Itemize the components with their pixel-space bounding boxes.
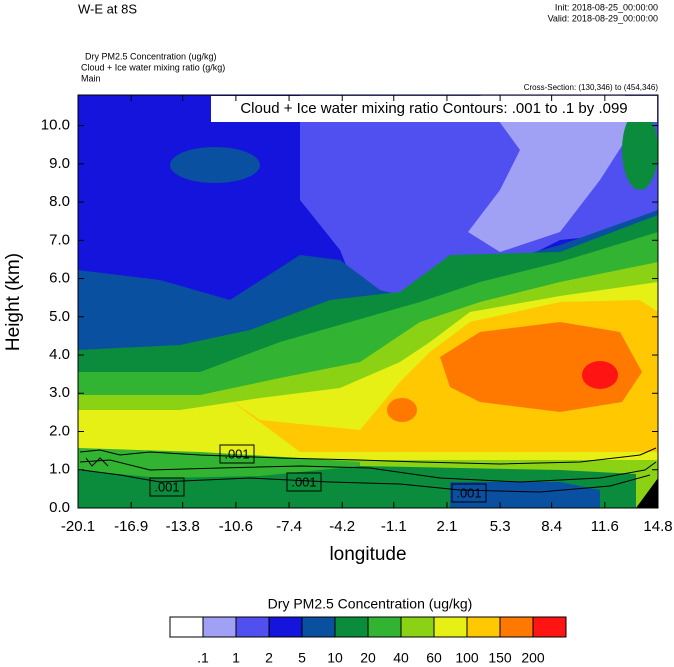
x-axis-label: longitude (329, 544, 406, 565)
init-time: Init: 2018-08-25_00:00:00 (555, 2, 658, 12)
x-tick-label: -10.6 (219, 518, 253, 535)
terrain (636, 478, 658, 508)
colorbar-box (169, 616, 204, 638)
plot-frame (77, 94, 659, 509)
contour-fill (387, 398, 417, 422)
field-label: Dry PM2.5 Concentration (ug/kg) (85, 51, 217, 61)
contour-fill (582, 361, 618, 389)
y-tick-label: 5.0 (49, 308, 70, 325)
contour-fill (450, 482, 600, 508)
colorbar-box (499, 616, 534, 638)
x-tick-label: 11.6 (591, 518, 619, 535)
colorbar-box (400, 616, 435, 638)
colorbar-label: 20 (360, 650, 376, 666)
colorbar-box (334, 616, 369, 638)
field-label: Cloud + Ice water mixing ratio (g/kg) (81, 62, 225, 72)
x-tick-label: 2.1 (437, 518, 458, 535)
colorbar-box (268, 616, 303, 638)
y-tick-label: 9.0 (49, 155, 70, 172)
x-tick-label: -1.1 (381, 518, 407, 535)
x-tick-label: -16.9 (114, 518, 148, 535)
y-axis-label: Height (km) (3, 253, 24, 351)
contour-label: .001 (154, 479, 179, 494)
colorbar-label: 5 (298, 650, 306, 666)
y-tick-label: 2.0 (49, 422, 70, 439)
contour-note-box (211, 96, 657, 122)
colorbar-title: Dry PM2.5 Concentration (ug/kg) (268, 596, 473, 612)
y-tick-label: 8.0 (49, 193, 70, 210)
colorbar-label: 10 (327, 650, 343, 666)
y-tick-label: 10.0 (41, 117, 70, 134)
colorbar-box (235, 616, 270, 638)
contour-label-box (286, 472, 322, 492)
contour-label-box (149, 477, 185, 497)
x-tick-label: -4.2 (329, 518, 355, 535)
contour-fill (170, 147, 260, 183)
contour-label-box (219, 444, 255, 464)
contour-line (79, 459, 657, 483)
colorbar-box (202, 616, 237, 638)
colorbar-label: 40 (393, 650, 409, 666)
x-tick-label: -20.1 (61, 518, 95, 535)
y-tick-label: 3.0 (49, 384, 70, 401)
colorbar-box (367, 616, 402, 638)
y-tick-label: 6.0 (49, 270, 70, 287)
y-tick-label: 4.0 (49, 346, 70, 363)
x-tick-label: 5.3 (490, 518, 511, 535)
x-tick-label: -7.4 (276, 518, 302, 535)
y-tick-label: 1.0 (49, 461, 70, 478)
contour-label: .001 (456, 485, 481, 500)
contour-lines (79, 447, 657, 493)
contour-label: .001 (291, 474, 316, 489)
colorbar-box (433, 616, 468, 638)
colorbar-box (532, 616, 567, 638)
colorbar-label: 150 (488, 650, 512, 666)
x-tick-label: 14.8 (643, 518, 672, 535)
colorbar-label: .1 (197, 650, 209, 666)
x-tick-label: 8.4 (541, 518, 562, 535)
contour-label-box (451, 483, 487, 503)
contour-fill (468, 95, 632, 252)
contour-note: Cloud + Ice water mixing ratio Contours:… (240, 100, 627, 117)
y-tick-label: 7.0 (49, 231, 70, 248)
colorbar-label: 200 (521, 650, 545, 666)
contour-line (85, 457, 109, 467)
colorbar-label: 60 (426, 650, 442, 666)
contour-line (81, 469, 651, 493)
chart-title: W-E at 8S (78, 1, 137, 16)
colorbar-label: 2 (265, 650, 273, 666)
colorbar-box (466, 616, 501, 638)
contour-fill (440, 322, 642, 412)
y-tick-label: 0.0 (49, 499, 70, 516)
colorbar-label: 100 (455, 650, 479, 666)
field-label: Main (81, 73, 101, 83)
contour-label: .001 (224, 446, 249, 461)
contour-line (79, 447, 657, 465)
colorbar-label: 1 (232, 650, 240, 666)
x-tick-label: -13.8 (166, 518, 200, 535)
contour-fill (622, 110, 658, 190)
contour-field (78, 95, 658, 508)
valid-time: Valid: 2018-08-29_00:00:00 (548, 13, 658, 23)
colorbar-box (301, 616, 336, 638)
cross-section: Cross-Section: (130,346) to (454,346) (524, 83, 659, 92)
